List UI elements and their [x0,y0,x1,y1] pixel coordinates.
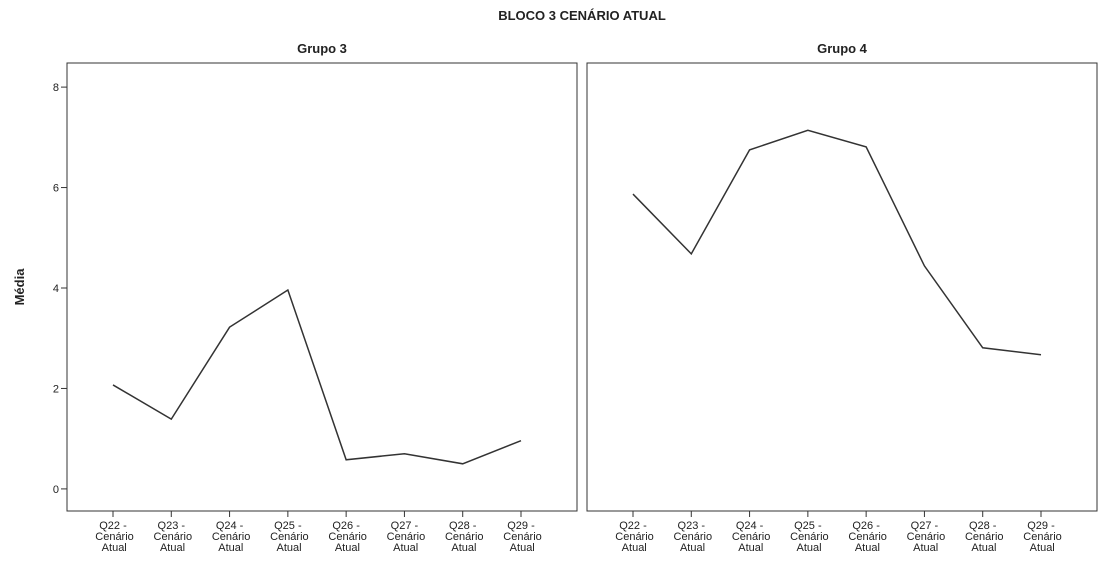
x-tick-label: Q23 - Cenário Atual [670,520,712,554]
y-axis-label: Média [12,268,27,306]
y-tick-label: 8 [53,82,59,94]
x-tick-label: Q29 - Cenário Atual [1020,520,1062,554]
x-tick-label: Q28 - Cenário Atual [442,520,484,554]
chart-title: BLOCO 3 CENÁRIO ATUAL [498,8,666,23]
x-tick-label: Q24 - Cenário Atual [209,520,251,554]
x-tick-label: Q24 - Cenário Atual [729,520,771,554]
panel-title: Grupo 3 [297,41,347,56]
plot-frame [66,62,578,512]
x-tick-label: Q22 - Cenário Atual [92,520,134,554]
x-tick-label: Q27 - Cenário Atual [904,520,946,554]
x-tick-label: Q26 - Cenário Atual [845,520,887,554]
line [632,129,1042,356]
x-tick-label: Q28 - Cenário Atual [962,520,1004,554]
y-tick-label: 0 [53,484,59,496]
x-tick-label: Q26 - Cenário Atual [325,520,367,554]
x-tick-label: Q22 - Cenário Atual [612,520,654,554]
y-tick-label: 6 [53,183,59,195]
plot-frame [586,62,1098,512]
y-tick-label: 2 [53,383,59,395]
y-tick-label: 4 [53,283,59,295]
x-tick-label: Q23 - Cenário Atual [150,520,192,554]
x-tick-label: Q25 - Cenário Atual [787,520,829,554]
x-tick-label: Q27 - Cenário Atual [384,520,426,554]
panel-title: Grupo 4 [817,41,868,56]
x-tick-label: Q25 - Cenário Atual [267,520,309,554]
x-tick-label: Q29 - Cenário Atual [500,520,542,554]
line [112,288,522,465]
